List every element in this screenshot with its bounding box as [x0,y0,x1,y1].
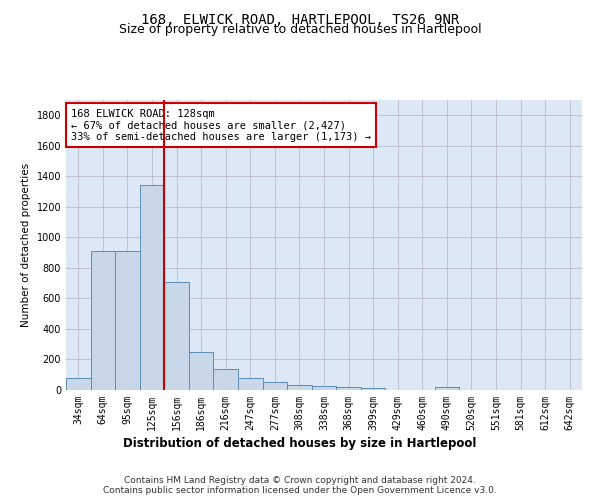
Y-axis label: Number of detached properties: Number of detached properties [21,163,31,327]
Bar [434,387,459,390]
Text: Contains HM Land Registry data © Crown copyright and database right 2024.: Contains HM Land Registry data © Crown c… [124,476,476,485]
Bar [336,387,361,390]
Bar [312,386,336,390]
Bar [361,388,385,390]
Text: 168 ELWICK ROAD: 128sqm
← 67% of detached houses are smaller (2,427)
33% of semi: 168 ELWICK ROAD: 128sqm ← 67% of detache… [71,108,371,142]
Bar [164,282,189,390]
Text: 168, ELWICK ROAD, HARTLEPOOL, TS26 9NR: 168, ELWICK ROAD, HARTLEPOOL, TS26 9NR [141,12,459,26]
Bar [214,368,238,390]
Text: Contains public sector information licensed under the Open Government Licence v3: Contains public sector information licen… [103,486,497,495]
Bar [238,378,263,390]
Bar [189,352,214,390]
Bar [91,251,115,390]
Text: Distribution of detached houses by size in Hartlepool: Distribution of detached houses by size … [124,438,476,450]
Bar [287,386,312,390]
Text: Size of property relative to detached houses in Hartlepool: Size of property relative to detached ho… [119,22,481,36]
Bar [115,251,140,390]
Bar [263,382,287,390]
Bar [66,378,91,390]
Bar [140,186,164,390]
